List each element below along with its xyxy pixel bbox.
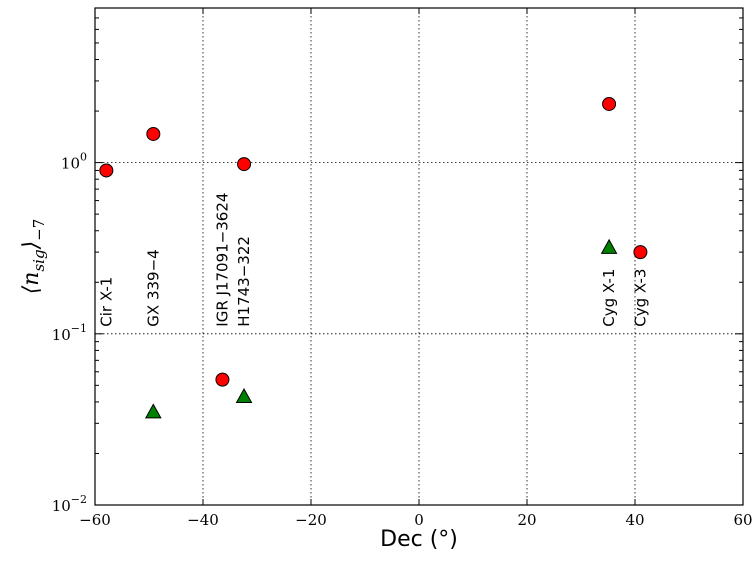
source-label: H1743−322 — [235, 236, 253, 327]
x-tick-labels: −60 −40 −20 0 20 40 60 — [79, 511, 752, 529]
triangle-marker — [144, 403, 162, 419]
y-axis-label: ⟨nsig⟩−7 — [19, 219, 48, 295]
source-label: GX 339−4 — [144, 249, 162, 326]
y-tick-base: 10 — [52, 326, 71, 344]
axis-ticks — [94, 7, 744, 506]
x-tick-label: 40 — [625, 511, 644, 529]
source-label: Cyg X-3 — [631, 269, 649, 327]
x-tick-label: 0 — [414, 511, 424, 529]
x-tick-label: 60 — [733, 511, 752, 529]
circle-marker — [633, 245, 648, 260]
source-label: Cir X-1 — [97, 277, 115, 327]
y-tick-label: 10−2 — [52, 493, 87, 515]
source-label: IGR J17091−3624 — [213, 193, 231, 327]
circle-marker — [146, 126, 161, 141]
y-tick-label: 100 — [61, 151, 87, 173]
y-tick-base: 10 — [61, 155, 80, 173]
circle-marker — [237, 157, 252, 172]
y-tick-base: 10 — [52, 497, 71, 515]
y-tick-exponent: −1 — [71, 322, 87, 335]
circle-marker — [215, 372, 230, 387]
y-tick-label: 10−1 — [52, 322, 87, 344]
y-tick-exponent: 0 — [80, 151, 87, 164]
source-label: Cyg X-1 — [600, 269, 618, 327]
triangle-marker — [235, 388, 253, 404]
y-axis-label-main: ⟨n — [19, 272, 44, 295]
triangle-marker — [600, 238, 618, 254]
x-tick-label: 20 — [517, 511, 536, 529]
y-axis-label-sub: sig — [30, 249, 48, 271]
source-annotations: Cir X-1 GX 339−4 IGR J17091−3624 H1743−322 C… — [97, 193, 649, 327]
y-tick-exponent: −2 — [71, 493, 87, 506]
data-markers — [99, 96, 648, 419]
y-axis-label-subscript: −7 — [30, 219, 48, 241]
x-tick-label: −60 — [79, 511, 111, 529]
x-tick-label: −40 — [187, 511, 219, 529]
x-tick-label: −20 — [295, 511, 327, 529]
x-axis-label: Dec (°) — [380, 527, 458, 552]
circle-marker — [99, 163, 114, 178]
y-axis-label-rangle: ⟩ — [19, 241, 44, 251]
circle-marker — [602, 96, 617, 111]
